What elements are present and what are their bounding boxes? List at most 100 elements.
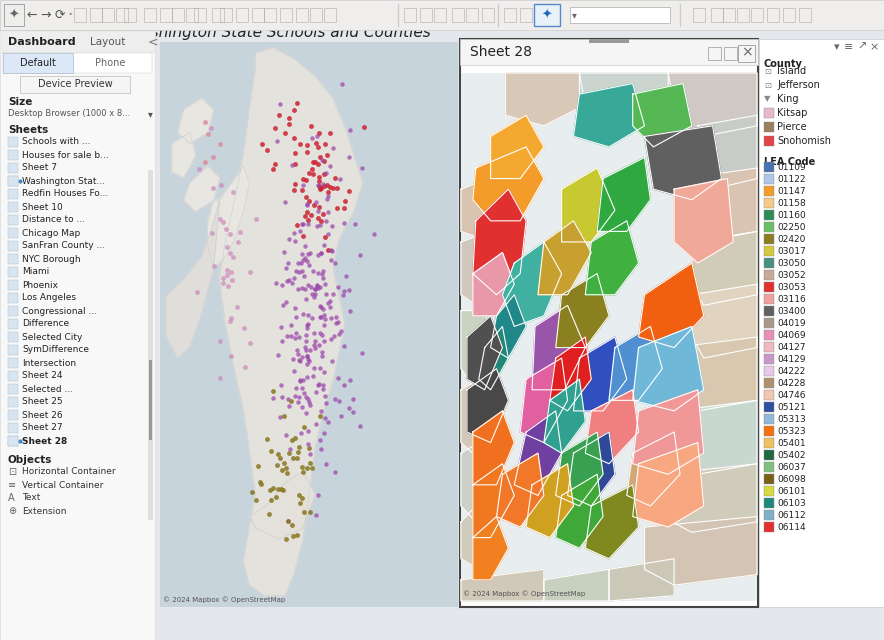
Bar <box>8 306 18 316</box>
Bar <box>252 8 264 22</box>
Text: SymDifference: SymDifference <box>22 346 89 355</box>
Text: Sheet 28: Sheet 28 <box>22 436 67 445</box>
Polygon shape <box>674 401 757 474</box>
Bar <box>764 474 774 484</box>
Bar <box>8 319 18 329</box>
Bar <box>116 8 128 22</box>
Text: 03053: 03053 <box>777 282 805 291</box>
Bar <box>172 8 184 22</box>
Polygon shape <box>538 221 591 295</box>
Text: 04069: 04069 <box>777 330 805 339</box>
Bar <box>74 8 86 22</box>
Bar <box>310 8 322 22</box>
Bar <box>296 8 308 22</box>
Polygon shape <box>461 506 491 570</box>
Bar <box>8 202 18 212</box>
Text: 01122: 01122 <box>777 175 805 184</box>
Polygon shape <box>473 147 544 221</box>
Text: Sheet 25: Sheet 25 <box>22 397 63 406</box>
Text: Sheet 7: Sheet 7 <box>22 163 57 173</box>
Text: Houses for sale b...: Houses for sale b... <box>22 150 109 159</box>
Text: ⊡: ⊡ <box>764 67 771 76</box>
Bar <box>466 8 478 22</box>
Text: Text: Text <box>22 493 41 502</box>
Text: Miami: Miami <box>22 268 50 276</box>
Text: Selected ...: Selected ... <box>22 385 73 394</box>
Text: Size: Size <box>8 97 33 107</box>
Bar <box>8 150 18 160</box>
Polygon shape <box>662 464 757 532</box>
Polygon shape <box>598 157 651 232</box>
Bar <box>460 39 758 607</box>
Bar <box>3 53 152 73</box>
Text: Distance to ...: Distance to ... <box>22 216 85 225</box>
Bar <box>764 294 774 304</box>
Bar <box>764 426 774 436</box>
Bar <box>764 258 774 268</box>
Bar <box>764 510 774 520</box>
Polygon shape <box>585 390 638 464</box>
Bar <box>764 186 774 196</box>
Polygon shape <box>461 232 508 310</box>
Text: Vertical Container: Vertical Container <box>22 481 103 490</box>
Text: ✦: ✦ <box>9 8 19 22</box>
Text: 06112: 06112 <box>777 511 805 520</box>
Text: 03052: 03052 <box>777 271 805 280</box>
Polygon shape <box>473 189 526 295</box>
Text: Sheet 24: Sheet 24 <box>22 371 63 381</box>
Polygon shape <box>544 570 609 601</box>
Bar <box>534 4 560 26</box>
Text: 01147: 01147 <box>777 186 805 195</box>
Text: ▾: ▾ <box>834 42 840 52</box>
Bar <box>708 47 721 60</box>
Bar <box>8 228 18 238</box>
Polygon shape <box>574 84 644 147</box>
Polygon shape <box>467 369 508 443</box>
Bar <box>764 136 774 146</box>
Bar <box>764 108 774 118</box>
Bar <box>764 198 774 208</box>
Text: SanFran County ...: SanFran County ... <box>22 241 105 250</box>
Polygon shape <box>585 221 638 295</box>
Text: © 2024 Mapbox © OpenStreetMap: © 2024 Mapbox © OpenStreetMap <box>163 596 286 603</box>
Bar <box>420 8 432 22</box>
Text: <: < <box>148 35 158 49</box>
Text: Sheet 10: Sheet 10 <box>22 202 63 211</box>
Bar <box>764 402 774 412</box>
Polygon shape <box>461 443 491 522</box>
Text: 04222: 04222 <box>777 367 805 376</box>
Text: 06037: 06037 <box>777 463 805 472</box>
Bar <box>520 8 532 22</box>
Bar <box>0 31 155 53</box>
Text: ⟳: ⟳ <box>55 8 65 22</box>
Bar <box>8 267 18 277</box>
Text: Phone: Phone <box>95 58 126 68</box>
Text: Horizontal Container: Horizontal Container <box>22 467 116 477</box>
Polygon shape <box>497 453 544 527</box>
Bar <box>764 486 774 496</box>
Polygon shape <box>166 200 219 358</box>
Polygon shape <box>692 284 757 358</box>
Polygon shape <box>683 168 757 242</box>
Text: 02420: 02420 <box>777 234 805 243</box>
Text: Pierce: Pierce <box>777 122 806 132</box>
Polygon shape <box>556 432 603 506</box>
Bar <box>764 210 774 220</box>
Text: Sheets: Sheets <box>8 125 49 135</box>
Bar <box>8 241 18 251</box>
Polygon shape <box>479 326 508 390</box>
Bar <box>764 330 774 340</box>
Bar <box>186 8 198 22</box>
Text: 01109: 01109 <box>777 163 805 172</box>
Bar <box>434 8 446 22</box>
Bar <box>764 450 774 460</box>
Bar <box>764 174 774 184</box>
Text: Dashboard: Dashboard <box>8 37 76 47</box>
Polygon shape <box>556 474 603 548</box>
Text: A: A <box>8 493 15 503</box>
Bar <box>324 8 336 22</box>
Text: Jefferson: Jefferson <box>777 80 819 90</box>
Bar <box>160 42 458 607</box>
Bar <box>504 8 516 22</box>
Bar <box>693 8 705 22</box>
